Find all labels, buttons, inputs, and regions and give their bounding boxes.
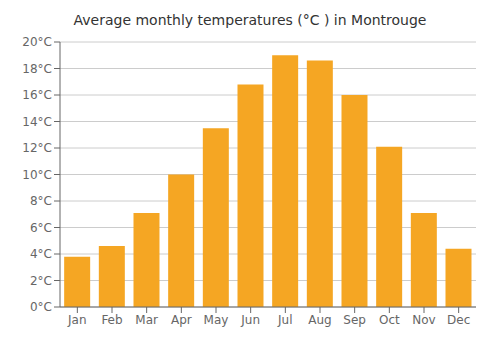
svg-text:14°C: 14°C bbox=[22, 115, 52, 129]
svg-text:4°C: 4°C bbox=[30, 247, 52, 261]
svg-text:0°C: 0°C bbox=[30, 300, 52, 314]
svg-text:6°C: 6°C bbox=[30, 221, 52, 235]
svg-text:Jul: Jul bbox=[277, 313, 292, 327]
svg-text:Dec: Dec bbox=[447, 313, 470, 327]
svg-text:Aug: Aug bbox=[308, 313, 331, 327]
svg-text:May: May bbox=[204, 313, 229, 327]
svg-text:18°C: 18°C bbox=[22, 62, 52, 76]
svg-text:Jan: Jan bbox=[67, 313, 87, 327]
svg-text:Jun: Jun bbox=[240, 313, 260, 327]
svg-text:Mar: Mar bbox=[135, 313, 158, 327]
svg-text:Feb: Feb bbox=[101, 313, 122, 327]
svg-text:Apr: Apr bbox=[171, 313, 192, 327]
svg-text:8°C: 8°C bbox=[30, 194, 52, 208]
svg-text:Oct: Oct bbox=[379, 313, 400, 327]
svg-text:2°C: 2°C bbox=[30, 274, 52, 288]
svg-text:Nov: Nov bbox=[412, 313, 435, 327]
html-text:Average monthly temperatures (: Average monthly temperatures (°C ) in Mo… bbox=[73, 12, 427, 28]
svg-text:16°C: 16°C bbox=[22, 88, 52, 102]
svg-text:10°C: 10°C bbox=[22, 168, 52, 182]
svg-text:20°C: 20°C bbox=[22, 35, 52, 49]
svg-text:Sep: Sep bbox=[343, 313, 366, 327]
svg-text:12°C: 12°C bbox=[22, 141, 52, 155]
